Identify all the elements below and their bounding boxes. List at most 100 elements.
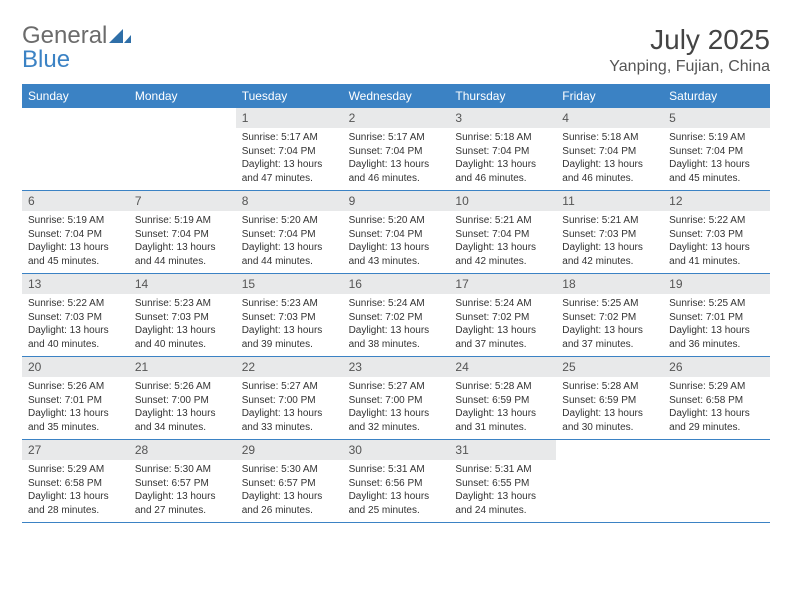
day-cell: 19Sunrise: 5:25 AMSunset: 7:01 PMDayligh… — [663, 274, 770, 356]
day-number: 31 — [449, 440, 556, 460]
day-cell: 25Sunrise: 5:28 AMSunset: 6:59 PMDayligh… — [556, 357, 663, 439]
brand-word-1: General — [22, 22, 107, 49]
day-cell: 3Sunrise: 5:18 AMSunset: 7:04 PMDaylight… — [449, 108, 556, 190]
calendar-week-row: 13Sunrise: 5:22 AMSunset: 7:03 PMDayligh… — [22, 274, 770, 357]
calendar-week-row: 1Sunrise: 5:17 AMSunset: 7:04 PMDaylight… — [22, 108, 770, 191]
day-details: Sunrise: 5:26 AMSunset: 7:01 PMDaylight:… — [22, 377, 129, 438]
day-cell: 12Sunrise: 5:22 AMSunset: 7:03 PMDayligh… — [663, 191, 770, 273]
day-cell: 26Sunrise: 5:29 AMSunset: 6:58 PMDayligh… — [663, 357, 770, 439]
weekday-label: Friday — [556, 84, 663, 108]
day-number: 10 — [449, 191, 556, 211]
day-number: 1 — [236, 108, 343, 128]
day-details: Sunrise: 5:28 AMSunset: 6:59 PMDaylight:… — [556, 377, 663, 438]
day-number: 7 — [129, 191, 236, 211]
weekday-label: Saturday — [663, 84, 770, 108]
day-details: Sunrise: 5:22 AMSunset: 7:03 PMDaylight:… — [22, 294, 129, 355]
day-cell: 21Sunrise: 5:26 AMSunset: 7:00 PMDayligh… — [129, 357, 236, 439]
day-number: 30 — [343, 440, 450, 460]
day-details: Sunrise: 5:20 AMSunset: 7:04 PMDaylight:… — [343, 211, 450, 272]
day-cell: 20Sunrise: 5:26 AMSunset: 7:01 PMDayligh… — [22, 357, 129, 439]
day-cell: 18Sunrise: 5:25 AMSunset: 7:02 PMDayligh… — [556, 274, 663, 356]
calendar-body: 1Sunrise: 5:17 AMSunset: 7:04 PMDaylight… — [22, 108, 770, 523]
day-number: 5 — [663, 108, 770, 128]
day-details: Sunrise: 5:23 AMSunset: 7:03 PMDaylight:… — [129, 294, 236, 355]
day-details: Sunrise: 5:29 AMSunset: 6:58 PMDaylight:… — [22, 460, 129, 521]
day-details: Sunrise: 5:18 AMSunset: 7:04 PMDaylight:… — [449, 128, 556, 189]
day-cell: 11Sunrise: 5:21 AMSunset: 7:03 PMDayligh… — [556, 191, 663, 273]
day-number: 17 — [449, 274, 556, 294]
day-details: Sunrise: 5:19 AMSunset: 7:04 PMDaylight:… — [663, 128, 770, 189]
header: General Blue July 2025 Yanping, Fujian, … — [22, 24, 770, 76]
day-number: 11 — [556, 191, 663, 211]
day-number: 23 — [343, 357, 450, 377]
day-number: 12 — [663, 191, 770, 211]
day-details: Sunrise: 5:25 AMSunset: 7:02 PMDaylight:… — [556, 294, 663, 355]
day-cell: 8Sunrise: 5:20 AMSunset: 7:04 PMDaylight… — [236, 191, 343, 273]
weekday-header-row: SundayMondayTuesdayWednesdayThursdayFrid… — [22, 84, 770, 108]
brand-word-2: Blue — [22, 46, 70, 73]
day-cell: 13Sunrise: 5:22 AMSunset: 7:03 PMDayligh… — [22, 274, 129, 356]
day-cell: 30Sunrise: 5:31 AMSunset: 6:56 PMDayligh… — [343, 440, 450, 522]
day-number: 4 — [556, 108, 663, 128]
day-number: 3 — [449, 108, 556, 128]
day-details: Sunrise: 5:18 AMSunset: 7:04 PMDaylight:… — [556, 128, 663, 189]
day-number: 24 — [449, 357, 556, 377]
weekday-label: Thursday — [449, 84, 556, 108]
day-number: 2 — [343, 108, 450, 128]
day-number: 6 — [22, 191, 129, 211]
day-details: Sunrise: 5:28 AMSunset: 6:59 PMDaylight:… — [449, 377, 556, 438]
day-details: Sunrise: 5:30 AMSunset: 6:57 PMDaylight:… — [236, 460, 343, 521]
day-number: 14 — [129, 274, 236, 294]
day-cell — [129, 108, 236, 190]
day-details: Sunrise: 5:21 AMSunset: 7:03 PMDaylight:… — [556, 211, 663, 272]
day-number: 20 — [22, 357, 129, 377]
day-number: 15 — [236, 274, 343, 294]
logo-sail-icon — [109, 24, 131, 48]
day-details: Sunrise: 5:23 AMSunset: 7:03 PMDaylight:… — [236, 294, 343, 355]
day-cell: 24Sunrise: 5:28 AMSunset: 6:59 PMDayligh… — [449, 357, 556, 439]
day-cell: 10Sunrise: 5:21 AMSunset: 7:04 PMDayligh… — [449, 191, 556, 273]
day-number: 28 — [129, 440, 236, 460]
day-cell: 31Sunrise: 5:31 AMSunset: 6:55 PMDayligh… — [449, 440, 556, 522]
brand-logo: General Blue — [22, 24, 131, 72]
weekday-label: Wednesday — [343, 84, 450, 108]
day-cell — [663, 440, 770, 522]
day-number: 9 — [343, 191, 450, 211]
day-cell: 29Sunrise: 5:30 AMSunset: 6:57 PMDayligh… — [236, 440, 343, 522]
day-details: Sunrise: 5:31 AMSunset: 6:55 PMDaylight:… — [449, 460, 556, 521]
day-details: Sunrise: 5:27 AMSunset: 7:00 PMDaylight:… — [236, 377, 343, 438]
day-number: 19 — [663, 274, 770, 294]
day-details: Sunrise: 5:17 AMSunset: 7:04 PMDaylight:… — [343, 128, 450, 189]
day-cell: 5Sunrise: 5:19 AMSunset: 7:04 PMDaylight… — [663, 108, 770, 190]
calendar-week-row: 20Sunrise: 5:26 AMSunset: 7:01 PMDayligh… — [22, 357, 770, 440]
weekday-label: Monday — [129, 84, 236, 108]
title-block: July 2025 Yanping, Fujian, China — [609, 24, 770, 76]
day-cell: 7Sunrise: 5:19 AMSunset: 7:04 PMDaylight… — [129, 191, 236, 273]
day-details: Sunrise: 5:19 AMSunset: 7:04 PMDaylight:… — [22, 211, 129, 272]
day-cell: 22Sunrise: 5:27 AMSunset: 7:00 PMDayligh… — [236, 357, 343, 439]
calendar-week-row: 27Sunrise: 5:29 AMSunset: 6:58 PMDayligh… — [22, 440, 770, 523]
calendar: SundayMondayTuesdayWednesdayThursdayFrid… — [22, 84, 770, 523]
day-cell: 16Sunrise: 5:24 AMSunset: 7:02 PMDayligh… — [343, 274, 450, 356]
day-number: 26 — [663, 357, 770, 377]
day-details: Sunrise: 5:21 AMSunset: 7:04 PMDaylight:… — [449, 211, 556, 272]
day-cell: 15Sunrise: 5:23 AMSunset: 7:03 PMDayligh… — [236, 274, 343, 356]
day-number: 27 — [22, 440, 129, 460]
day-details: Sunrise: 5:29 AMSunset: 6:58 PMDaylight:… — [663, 377, 770, 438]
day-number: 29 — [236, 440, 343, 460]
day-cell: 6Sunrise: 5:19 AMSunset: 7:04 PMDaylight… — [22, 191, 129, 273]
day-cell — [22, 108, 129, 190]
day-cell: 9Sunrise: 5:20 AMSunset: 7:04 PMDaylight… — [343, 191, 450, 273]
page-title: July 2025 — [609, 24, 770, 56]
day-cell: 4Sunrise: 5:18 AMSunset: 7:04 PMDaylight… — [556, 108, 663, 190]
day-cell — [556, 440, 663, 522]
day-details: Sunrise: 5:22 AMSunset: 7:03 PMDaylight:… — [663, 211, 770, 272]
day-details: Sunrise: 5:26 AMSunset: 7:00 PMDaylight:… — [129, 377, 236, 438]
day-number: 18 — [556, 274, 663, 294]
day-details: Sunrise: 5:31 AMSunset: 6:56 PMDaylight:… — [343, 460, 450, 521]
day-number: 16 — [343, 274, 450, 294]
day-cell: 28Sunrise: 5:30 AMSunset: 6:57 PMDayligh… — [129, 440, 236, 522]
day-number: 21 — [129, 357, 236, 377]
day-details: Sunrise: 5:19 AMSunset: 7:04 PMDaylight:… — [129, 211, 236, 272]
day-number: 13 — [22, 274, 129, 294]
